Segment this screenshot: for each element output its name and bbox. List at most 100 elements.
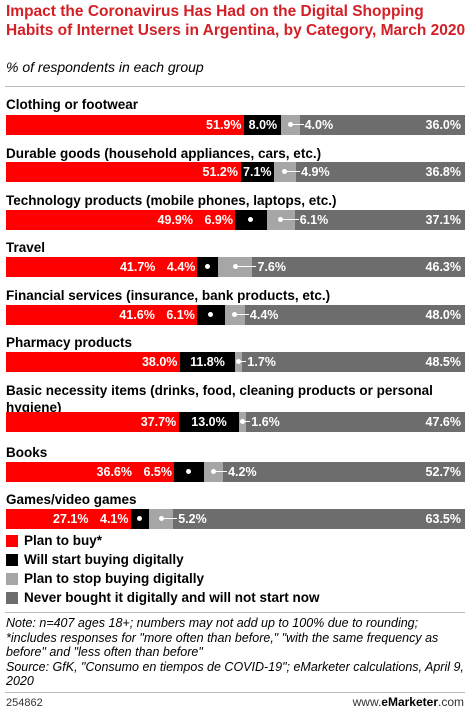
callout-leader xyxy=(163,518,178,519)
callout-marker xyxy=(287,122,293,127)
bar-segment-never-bought xyxy=(296,162,466,182)
value-label: 1.6% xyxy=(251,415,280,429)
value-label: 38.0% xyxy=(141,355,178,369)
callout-marker xyxy=(232,312,238,317)
callout-marker xyxy=(282,169,288,174)
legend-label: Plan to stop buying digitally xyxy=(24,571,205,586)
brand-link[interactable]: www.eMarketer.com xyxy=(353,695,464,709)
value-label: 8.0% xyxy=(248,118,278,132)
callout-marker xyxy=(248,217,254,222)
bar-segment-will-start xyxy=(244,115,282,135)
value-label: 4.4% xyxy=(166,260,196,274)
value-label: 37.1% xyxy=(425,213,461,227)
bar-segment-never-bought xyxy=(223,462,466,482)
value-label: 4.1% xyxy=(100,512,129,526)
brand-prefix: www. xyxy=(352,695,382,709)
callout-marker xyxy=(240,419,246,424)
value-label: 36.0% xyxy=(425,118,461,132)
category-label: Pharmacy products xyxy=(6,335,133,350)
value-label: 4.9% xyxy=(301,165,330,179)
value-label: 51.9% xyxy=(206,118,242,132)
value-label: 7.1% xyxy=(243,165,272,179)
callout-leader xyxy=(282,219,299,220)
legend-swatch-light-gray xyxy=(6,573,18,585)
bar-row: 41.6% 6.1% 4.4% 48.0% xyxy=(6,305,466,325)
bar-segment-never-bought xyxy=(242,352,466,372)
category-label: Travel xyxy=(6,240,46,255)
value-label: 36.8% xyxy=(425,165,461,179)
legend-swatch-dark-gray xyxy=(6,592,18,604)
bar-segment-never-bought xyxy=(173,509,466,529)
bar-row: 38.0% 11.8% 1.7% 48.5% xyxy=(6,352,466,372)
callout-leader xyxy=(237,266,257,267)
bottom-divider xyxy=(5,612,465,613)
legend-label: Plan to buy* xyxy=(24,533,103,548)
footer-divider xyxy=(5,692,465,693)
callout-leader xyxy=(286,171,300,172)
chart-subtitle: % of respondents in each group xyxy=(6,59,204,75)
category-label: Games/video games xyxy=(6,492,137,507)
bar-segment-plan-to-buy xyxy=(6,162,242,182)
callout-marker xyxy=(158,516,164,521)
value-label: 11.8% xyxy=(190,355,225,369)
bar-segment-will-start xyxy=(180,352,235,372)
bar-segment-never-bought xyxy=(252,257,466,277)
value-label: 41.6% xyxy=(119,308,155,322)
bar-row: 37.7% 13.0% 1.6% 47.6% xyxy=(6,412,466,432)
value-label: 4.2% xyxy=(228,465,257,479)
value-label: 7.6% xyxy=(257,260,287,274)
callout-leader xyxy=(244,421,251,422)
value-label: 48.5% xyxy=(425,355,461,369)
callout-marker xyxy=(208,312,214,317)
callout-marker xyxy=(137,516,143,521)
note-text: Note: n=407 ages 18+; numbers may not ad… xyxy=(6,616,439,659)
callout-leader xyxy=(215,471,228,472)
bar-row: 49.9% 6.9% 6.1% 37.1% xyxy=(6,210,466,230)
bar-row: 27.1% 4.1% 5.2% 63.5% xyxy=(6,509,466,529)
value-label: 52.7% xyxy=(425,465,461,479)
bar-segment-plan-to-buy xyxy=(6,412,180,432)
bar-segment-plan-to-buy xyxy=(6,257,198,277)
bar-segment-never-bought xyxy=(246,412,466,432)
bar-segment-will-start xyxy=(241,162,274,182)
bar-segment-never-bought xyxy=(244,305,466,325)
value-label: 6.5% xyxy=(143,465,173,479)
bar-row: 36.6% 6.5% 4.2% 52.7% xyxy=(6,462,466,482)
callout-leader xyxy=(240,361,247,362)
category-label: Technology products (mobile phones, lapt… xyxy=(6,193,337,208)
category-label: Durable goods (household appliances, car… xyxy=(6,146,322,161)
value-label: 27.1% xyxy=(53,512,89,526)
bar-row: 51.2% 7.1% 4.9% 36.8% xyxy=(6,162,466,182)
value-label: 48.0% xyxy=(425,308,461,322)
brand-suffix: .com xyxy=(437,695,464,709)
value-label: 4.4% xyxy=(249,308,279,322)
value-label: 6.9% xyxy=(204,213,234,227)
callout-marker xyxy=(211,469,216,474)
callout-marker xyxy=(232,264,238,269)
bar-segment-plan-to-buy xyxy=(6,462,175,482)
bar-segment-never-bought xyxy=(294,210,466,230)
category-label: Basic necessity items (drinks, food, cle… xyxy=(6,383,433,415)
source-text: Source: GfK, "Consumo en tiempos de COVI… xyxy=(6,659,464,689)
legend-label: Never bought it digitally and will not s… xyxy=(24,590,320,605)
top-divider xyxy=(5,86,465,87)
bar-segment-will-start xyxy=(179,412,240,432)
callout-marker xyxy=(278,217,284,222)
bar-segment-plan-to-buy xyxy=(6,305,198,325)
value-label: 4.0% xyxy=(304,118,334,132)
callout-marker xyxy=(205,264,210,269)
value-label: 37.7% xyxy=(140,415,177,429)
legend-swatch-black xyxy=(6,554,18,566)
value-label: 49.9% xyxy=(157,213,193,227)
category-label: Financial services (insurance, bank prod… xyxy=(6,288,331,303)
callout-marker xyxy=(236,359,241,364)
bar-segment-plan-to-buy xyxy=(6,509,131,529)
bar-row: 41.7% 4.4% 7.6% 46.3% xyxy=(6,257,466,277)
chart-title: Impact the Coronavirus Has Had on the Di… xyxy=(6,3,466,39)
footnote: Note: n=407 ages 18+; numbers may not ad… xyxy=(6,616,466,689)
bar-segment-plan-to-buy xyxy=(6,210,236,230)
brand-name: eMarketer xyxy=(381,695,438,709)
value-label: 63.5% xyxy=(425,512,461,526)
bar-segment-plan-to-buy xyxy=(6,352,181,372)
bar-segment-never-bought xyxy=(299,115,466,135)
